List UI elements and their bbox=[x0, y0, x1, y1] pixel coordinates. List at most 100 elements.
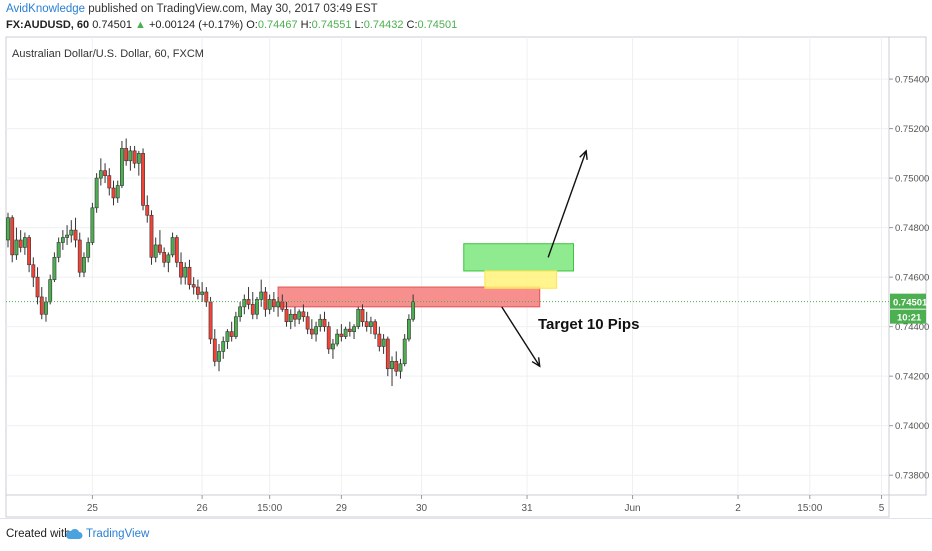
candle-body bbox=[271, 299, 276, 308]
candle bbox=[128, 145, 133, 171]
candle-body bbox=[94, 177, 99, 209]
candle-body bbox=[82, 257, 86, 273]
candle bbox=[377, 326, 382, 352]
candle-body bbox=[390, 361, 394, 370]
candle bbox=[136, 150, 141, 176]
candle-body bbox=[179, 261, 183, 278]
candle bbox=[331, 339, 335, 359]
candle-body bbox=[77, 239, 82, 273]
last-price-badge-text: 0.74501 bbox=[893, 298, 928, 309]
candle bbox=[179, 252, 183, 285]
candle bbox=[352, 324, 356, 340]
candle-body bbox=[335, 333, 340, 345]
candle-body bbox=[35, 276, 40, 298]
candle-body bbox=[90, 207, 95, 243]
candle bbox=[318, 314, 323, 332]
candle bbox=[166, 252, 171, 273]
candle-body bbox=[322, 318, 327, 327]
author-link[interactable]: AvidKnowledge bbox=[6, 3, 86, 15]
candle bbox=[141, 148, 145, 211]
candle bbox=[14, 227, 19, 260]
candle bbox=[385, 336, 390, 377]
time-tick-label: 15:00 bbox=[797, 503, 822, 514]
price-axis[interactable]: 0.73800 0.74000 0.74200 0.74400 0.74600 0.748… bbox=[889, 75, 929, 482]
candle-body bbox=[103, 170, 107, 176]
candle-body bbox=[120, 148, 124, 186]
high-value: 0.74551 bbox=[311, 19, 352, 31]
candle-body bbox=[373, 321, 378, 335]
price-tick-label: 0.74600 bbox=[895, 273, 929, 284]
candle-body bbox=[326, 326, 331, 350]
overlay-layer bbox=[6, 149, 889, 368]
time-axis[interactable]: 25 26 15:00 29 30 31 Jun 2 15:00 5 bbox=[87, 495, 885, 514]
candle bbox=[305, 311, 310, 335]
candle bbox=[411, 294, 416, 322]
time-tick-label: 5 bbox=[879, 503, 885, 514]
candle bbox=[65, 225, 69, 245]
candle-body bbox=[145, 205, 150, 216]
candle-body bbox=[56, 242, 61, 258]
candle bbox=[153, 237, 158, 263]
candle bbox=[132, 145, 137, 169]
candle-body bbox=[44, 301, 48, 315]
price-tick-label: 0.74400 bbox=[895, 322, 929, 333]
low-value: 0.74432 bbox=[363, 19, 404, 31]
last-price-badge bbox=[890, 293, 926, 309]
candle-body bbox=[364, 321, 369, 327]
candle bbox=[238, 301, 243, 322]
price-chart[interactable]: 0.73800 0.74000 0.74200 0.74400 0.74600 0.748… bbox=[0, 0, 932, 518]
candle-body bbox=[170, 237, 175, 256]
bearish-arrow bbox=[501, 306, 541, 367]
candle-body bbox=[369, 321, 373, 327]
tradingview-brand-link[interactable]: TradingView bbox=[86, 528, 150, 540]
candle bbox=[314, 321, 318, 342]
candle bbox=[297, 309, 302, 325]
candle bbox=[56, 237, 61, 263]
price-tick-label: 0.74800 bbox=[895, 223, 929, 234]
candle-layer bbox=[6, 138, 416, 387]
candle bbox=[356, 306, 361, 330]
candle-body bbox=[343, 328, 348, 337]
candle bbox=[335, 329, 340, 347]
candle bbox=[162, 247, 167, 268]
candle-body bbox=[162, 252, 167, 263]
candle bbox=[339, 324, 344, 342]
candle bbox=[48, 274, 53, 305]
candle bbox=[145, 195, 150, 223]
candle bbox=[276, 296, 280, 317]
last-price: 0.74501 bbox=[92, 19, 132, 31]
candle bbox=[170, 232, 175, 258]
candle bbox=[212, 329, 217, 367]
candle bbox=[293, 306, 297, 327]
countdown-badge-text: 10:21 bbox=[897, 313, 922, 324]
candle-body bbox=[229, 331, 234, 337]
candle-body bbox=[132, 150, 137, 164]
candle-body bbox=[255, 299, 259, 315]
candle-body bbox=[14, 239, 19, 256]
candle bbox=[200, 282, 205, 302]
candle bbox=[233, 311, 238, 340]
time-tick-label: 31 bbox=[521, 503, 533, 514]
candle-body bbox=[276, 301, 280, 308]
candle-body bbox=[200, 291, 205, 295]
publish-header: AvidKnowledge published on TradingView.c… bbox=[6, 3, 378, 17]
candle bbox=[343, 326, 348, 340]
candle-body bbox=[259, 291, 264, 300]
time-axis-border bbox=[5, 494, 890, 518]
candle-body bbox=[212, 338, 217, 362]
time-tick-label: 26 bbox=[197, 503, 209, 514]
candle bbox=[250, 291, 255, 320]
candle bbox=[301, 304, 306, 322]
candle-body bbox=[208, 301, 213, 340]
target-annotation: Target 10 Pips bbox=[538, 316, 639, 333]
price-axis-border bbox=[888, 36, 927, 496]
candle bbox=[111, 180, 116, 206]
candle bbox=[322, 311, 327, 332]
candle-body bbox=[69, 229, 74, 236]
candle-body bbox=[52, 257, 57, 280]
symbol-label: FX:AUDUSD, 60 bbox=[6, 19, 90, 31]
bearish-arrow-head bbox=[531, 357, 541, 368]
candle-body bbox=[352, 326, 356, 332]
candle bbox=[373, 319, 378, 340]
